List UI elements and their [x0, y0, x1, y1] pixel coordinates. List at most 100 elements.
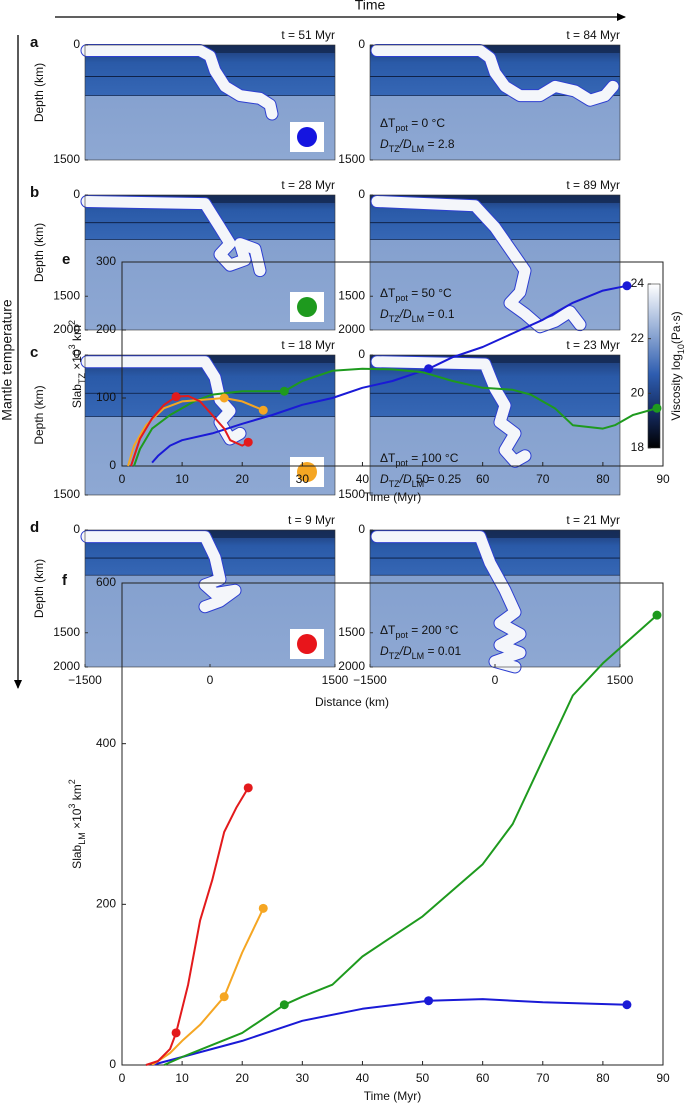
- depth-tick-label: 2000: [338, 659, 365, 673]
- time-stamp: t = 28 Myr: [281, 178, 335, 192]
- delta-t-annotation: ΔTpot = 50 °C: [380, 286, 452, 303]
- x-axis-label: Time (Myr): [364, 1089, 422, 1103]
- x-tick-label: 90: [656, 1071, 670, 1085]
- text-part: 2: [67, 320, 77, 325]
- time-stamp: t = 9 Myr: [288, 513, 335, 527]
- text-part: D: [380, 307, 389, 321]
- text-part: ×10: [70, 808, 84, 832]
- y-tick-label: 200: [96, 897, 116, 911]
- x-tick-label: 0: [119, 472, 126, 486]
- slab: [371, 195, 586, 333]
- series-point: [424, 996, 434, 1006]
- series-line: [151, 907, 265, 1066]
- text-part: km: [70, 325, 84, 344]
- plot-frame: [121, 582, 664, 1066]
- text-part: TZ: [389, 479, 400, 489]
- depth-tick-label: 0: [73, 522, 80, 536]
- y-tick-label: 0: [109, 458, 116, 472]
- slab: [81, 195, 266, 277]
- distance-tick-label: 0: [207, 673, 214, 687]
- time-stamp: t = 18 Myr: [281, 338, 335, 352]
- text-part: pot: [395, 123, 408, 133]
- distance-tick-label: −1500: [353, 673, 387, 687]
- panel-letter: a: [30, 34, 39, 51]
- depth-tick-label: 0: [358, 522, 365, 536]
- panel-letter: c: [30, 344, 38, 361]
- x-tick-label: 40: [356, 1071, 370, 1085]
- depth-tick-label: 2000: [338, 322, 365, 336]
- time-stamp: t = 23 Myr: [566, 338, 620, 352]
- x-tick-label: 50: [416, 1071, 430, 1085]
- text-part: /D: [399, 644, 412, 658]
- depth-tick-label: 0: [358, 37, 365, 51]
- depth-tick-label: 0: [73, 347, 80, 361]
- depth-tick-label: 0: [73, 187, 80, 201]
- y-axis-label: SlabLM ×103 km2: [67, 779, 87, 869]
- x-tick-label: 70: [536, 1071, 550, 1085]
- series-line: [145, 787, 250, 1066]
- x-tick-label: 60: [476, 1071, 490, 1085]
- time-stamp: t = 51 Myr: [281, 28, 335, 42]
- text-part: = 0 °C: [408, 116, 445, 130]
- x-tick-label: 20: [236, 1071, 250, 1085]
- text-part: 2: [67, 779, 77, 784]
- text-part: pot: [395, 630, 408, 640]
- slab: [371, 45, 619, 106]
- x-tick-label: 30: [296, 1071, 310, 1085]
- x-tick-label: 80: [596, 472, 610, 486]
- series-point: [652, 610, 662, 620]
- slab: [81, 531, 241, 613]
- text-part: D: [380, 137, 389, 151]
- series-point: [258, 903, 268, 913]
- distance-tick-label: −1500: [68, 673, 102, 687]
- y-tick-label: 600: [96, 575, 116, 589]
- text-part: = 0.25: [424, 472, 461, 486]
- text-part: LM: [412, 314, 425, 324]
- text-part: = 0.1: [424, 307, 455, 321]
- series-point: [424, 364, 434, 374]
- text-part: = 2.8: [424, 137, 455, 151]
- colorbar-tick-label: 18: [631, 440, 645, 454]
- series-point: [219, 992, 229, 1002]
- series-point: [171, 392, 181, 402]
- text-part: ΔT: [380, 116, 396, 130]
- series-point: [243, 437, 253, 447]
- delta-t-annotation: ΔTpot = 100 °C: [380, 451, 459, 468]
- time-stamp: t = 89 Myr: [566, 178, 620, 192]
- text-part: = 0.01: [424, 644, 461, 658]
- depth-tick-label: 0: [73, 37, 80, 51]
- series-point: [622, 1000, 632, 1010]
- plot-frame: [121, 261, 664, 467]
- temperature-label: Mantle temperature: [0, 299, 15, 421]
- text-part: LM: [412, 479, 425, 489]
- distance-axis-label: Distance (km): [315, 695, 389, 709]
- text-part: LM: [77, 832, 87, 845]
- slab: [371, 531, 526, 673]
- panel-letter: d: [30, 519, 39, 536]
- panel-letter: f: [62, 572, 68, 589]
- depth-axis-label: Depth (km): [32, 559, 46, 618]
- text-part: LM: [412, 651, 425, 661]
- depth-tick-label: 1500: [338, 288, 365, 302]
- temperature-icon: [297, 127, 317, 147]
- time-stamp: t = 84 Myr: [566, 28, 620, 42]
- depth-tick-label: 1500: [338, 152, 365, 166]
- viscosity-ratio-annotation: DTZ/DLM = 0.01: [380, 644, 462, 661]
- x-tick-label: 20: [236, 472, 250, 486]
- text-part: /D: [399, 472, 412, 486]
- x-tick-label: 10: [175, 472, 189, 486]
- series-point: [279, 386, 289, 396]
- x-tick-label: 10: [175, 1071, 189, 1085]
- text-part: LM: [412, 144, 425, 154]
- text-part: 3: [67, 344, 77, 349]
- lithosphere: [85, 195, 335, 203]
- text-part: 3: [67, 804, 77, 809]
- series-point: [219, 393, 229, 403]
- lithosphere: [370, 355, 620, 363]
- depth-tick-label: 1500: [338, 625, 365, 639]
- x-tick-label: 70: [536, 472, 550, 486]
- text-part: /D: [399, 307, 412, 321]
- series-line: [151, 284, 628, 464]
- series-point: [243, 783, 253, 793]
